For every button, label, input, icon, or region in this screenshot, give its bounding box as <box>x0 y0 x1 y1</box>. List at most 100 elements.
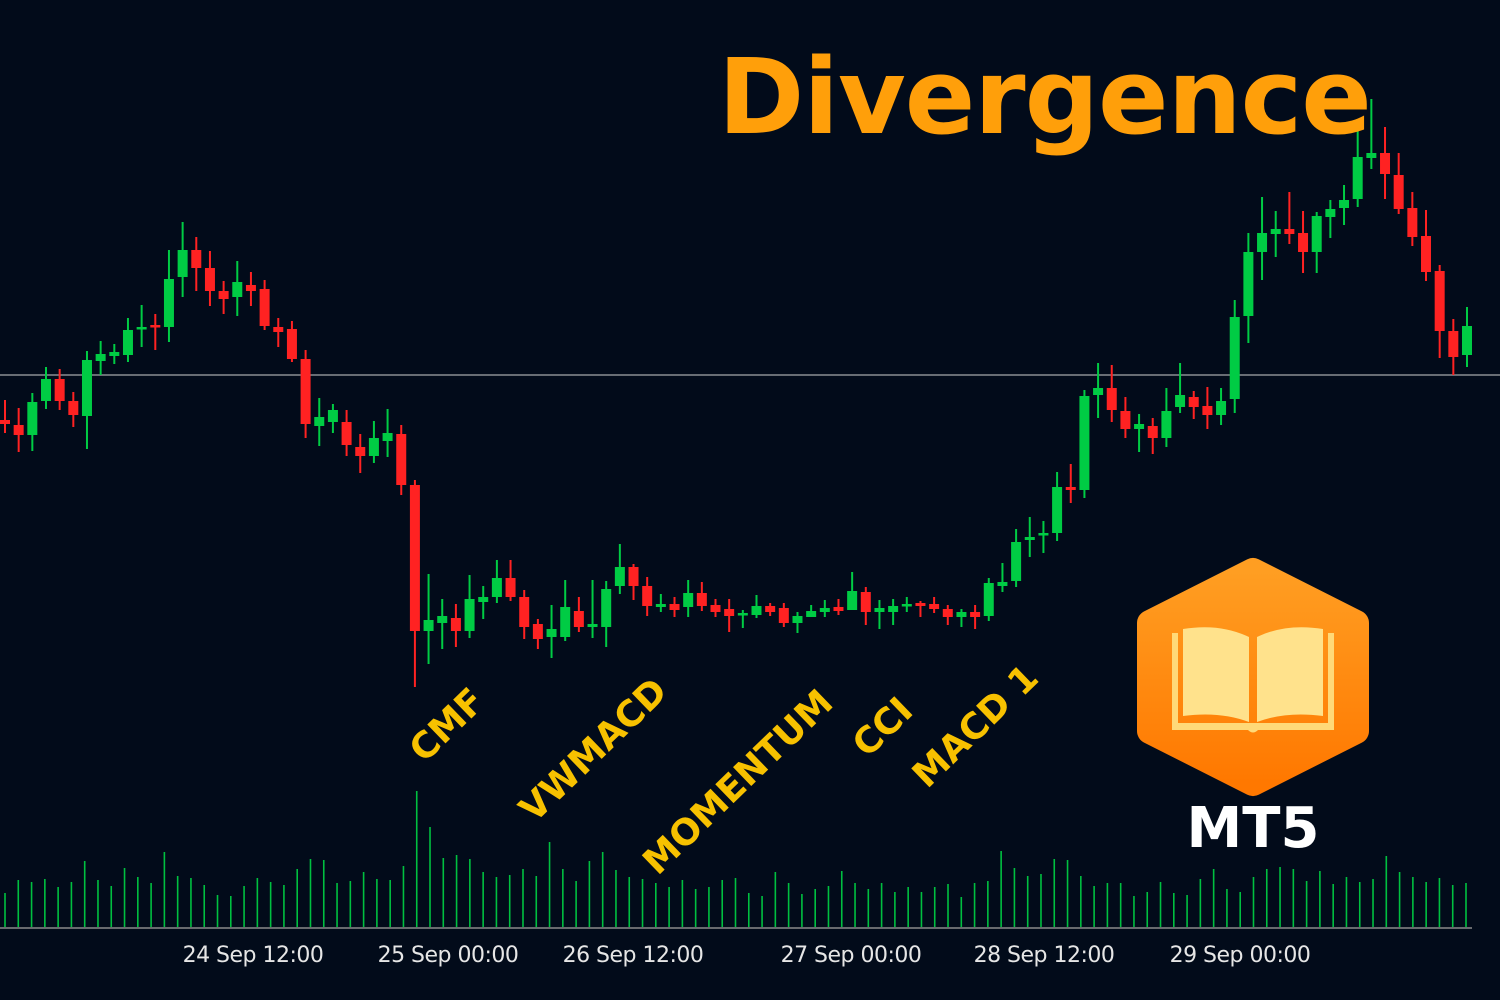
candle-body <box>13 425 24 435</box>
candle-body <box>505 578 516 597</box>
mt5-logo <box>1137 558 1369 796</box>
candle-bearish <box>1202 387 1213 429</box>
candle-body <box>136 327 147 330</box>
candle-bearish <box>1106 365 1117 422</box>
candle-body <box>778 608 789 623</box>
candle-body <box>54 379 65 401</box>
candle-bearish <box>642 577 653 616</box>
candle-bearish <box>505 560 516 601</box>
candle-bearish <box>68 392 79 427</box>
candle-bullish <box>27 393 38 451</box>
candle-body <box>1462 326 1472 355</box>
candle-bullish <box>956 609 967 627</box>
candle-body <box>519 597 530 627</box>
candle-bullish <box>1011 529 1022 587</box>
candle-bearish <box>696 582 707 611</box>
candle-body <box>655 604 666 607</box>
candle-body <box>970 612 981 617</box>
open-book-icon <box>1172 627 1334 733</box>
candle-bullish <box>314 398 325 446</box>
candle-bearish <box>669 597 680 617</box>
candle-bullish <box>1352 131 1363 207</box>
candle-bearish <box>929 597 940 613</box>
candle-bearish <box>286 321 297 362</box>
candle-body <box>314 417 325 426</box>
candle-body <box>1202 406 1213 415</box>
candle-bearish <box>628 564 639 600</box>
candle-bearish <box>1120 397 1131 438</box>
candle-body <box>669 604 680 610</box>
candle-body <box>232 282 243 297</box>
candle-body <box>983 583 994 616</box>
candle-body <box>396 434 407 485</box>
candle-bearish <box>1393 153 1404 214</box>
candle-bullish <box>1366 99 1377 169</box>
candle-body <box>1284 229 1295 234</box>
candle-bearish <box>396 425 407 495</box>
candle-bullish <box>232 261 243 316</box>
candle-bullish <box>751 595 762 618</box>
candle-bullish <box>1243 233 1254 343</box>
candle-bullish <box>847 572 858 610</box>
candle-bullish <box>136 305 147 347</box>
candle-body <box>573 611 584 627</box>
candle-bearish <box>13 408 24 452</box>
candle-body <box>601 589 612 627</box>
candle-body <box>874 608 885 612</box>
candle-body <box>1229 317 1240 399</box>
candle-bullish <box>122 318 133 362</box>
candle-body <box>68 401 79 415</box>
candle-body <box>1339 200 1350 208</box>
mt5-logo-text: MT5 <box>1186 796 1320 861</box>
candle-body <box>1393 175 1404 209</box>
candle-bullish <box>478 586 489 619</box>
candle-body <box>437 616 448 623</box>
candle-body <box>1052 487 1063 533</box>
candle-bullish <box>1134 414 1145 452</box>
candle-bullish <box>464 575 475 638</box>
candle-body <box>1216 401 1227 415</box>
candle-bearish <box>218 281 229 314</box>
candle-body <box>1161 411 1172 438</box>
candle-bearish <box>300 350 311 438</box>
candle-body <box>1366 153 1377 158</box>
candle-bullish <box>1093 363 1104 418</box>
candle-bearish <box>259 280 270 330</box>
candle-body <box>1134 424 1145 429</box>
candle-body <box>204 268 215 291</box>
candle-bullish <box>1038 521 1049 553</box>
candle-bearish <box>54 369 65 410</box>
candle-body <box>382 433 393 441</box>
candle-body <box>191 250 202 268</box>
candle-body <box>1243 252 1254 316</box>
candle-bullish <box>1339 185 1350 225</box>
candle-body <box>546 629 557 637</box>
candle-bearish <box>710 599 721 617</box>
candle-body <box>1079 396 1090 490</box>
candle-bullish <box>901 597 912 612</box>
x-tick-label: 26 Sep 12:00 <box>562 943 704 968</box>
candle-bullish <box>546 605 557 658</box>
candle-bullish <box>1229 300 1240 413</box>
candle-body <box>1175 395 1186 407</box>
candle-bearish <box>150 314 161 350</box>
candle-body <box>942 609 953 617</box>
candle-body <box>532 624 543 639</box>
candle-body <box>1093 388 1104 395</box>
candle-bearish <box>1448 319 1459 375</box>
candle-bearish <box>765 603 776 616</box>
candle-bearish <box>355 434 366 473</box>
candle-bearish <box>450 604 461 647</box>
candle-bullish <box>81 351 92 449</box>
chart-title: Divergence <box>718 36 1372 158</box>
candle-bullish <box>368 421 379 463</box>
candle-body <box>642 586 653 606</box>
candle-bearish <box>273 318 284 347</box>
candle-bearish <box>341 410 352 456</box>
candle-bearish <box>942 605 953 625</box>
candle-bullish <box>1311 212 1322 273</box>
candle-body <box>724 609 735 616</box>
candle-body <box>1106 388 1117 410</box>
candle-body <box>81 360 92 416</box>
